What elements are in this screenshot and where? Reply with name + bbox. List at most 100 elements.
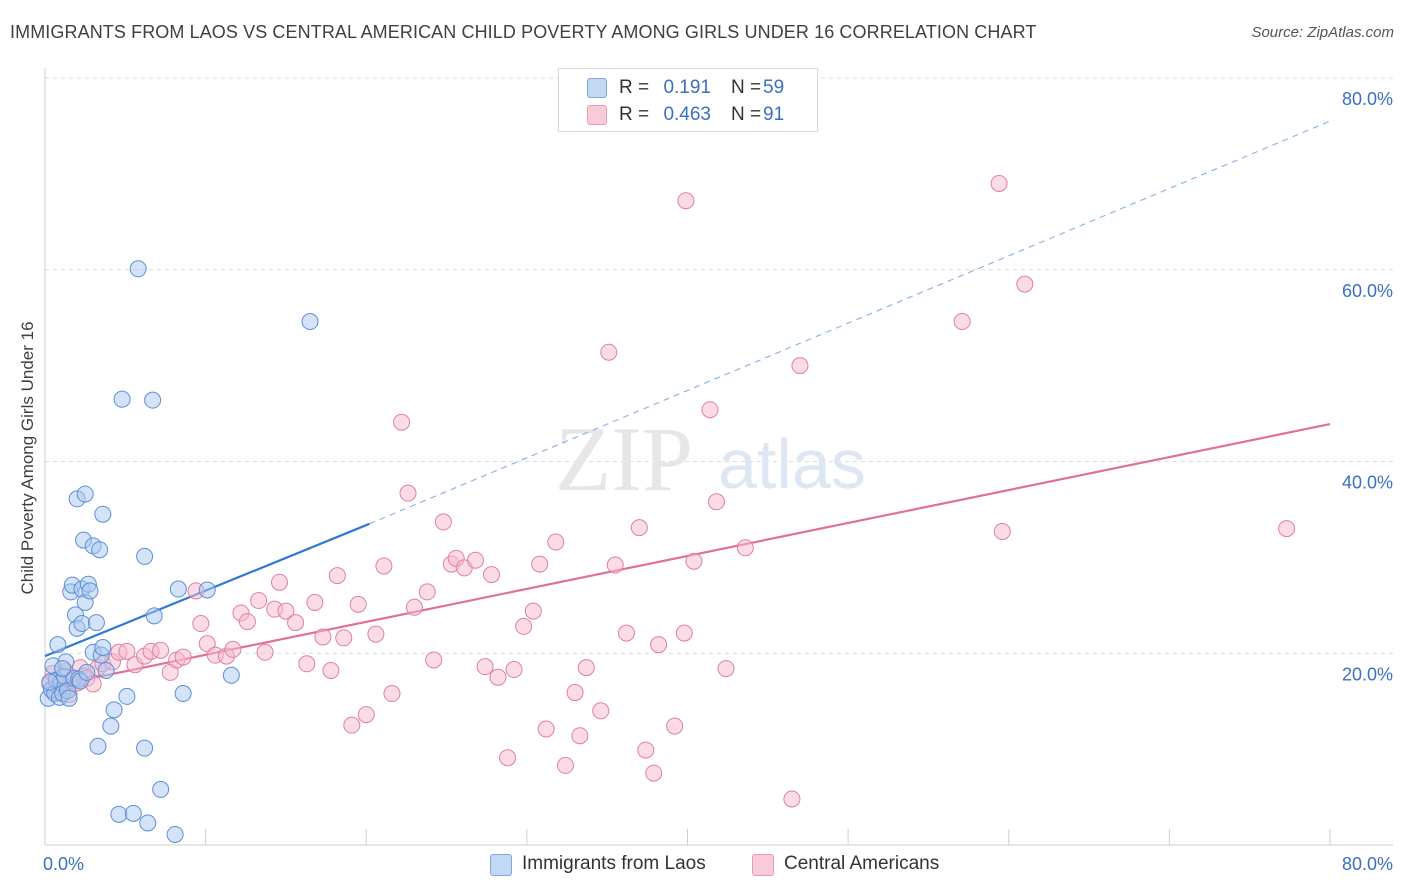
point-central-americans [617,624,635,642]
data-points [39,174,1296,843]
point-central-americans [566,684,584,702]
x-tick-label: 80.0% [1342,854,1393,874]
point-central-americans [547,533,565,551]
point-central-americans [990,174,1008,192]
point-central-americans [791,357,809,375]
point-central-americans [405,598,423,616]
legend-r-value: 0.463 [663,104,711,125]
point-immigrants-from-laos [81,582,99,600]
point-central-americans [592,702,610,720]
point-immigrants-from-laos [124,804,142,822]
point-central-americans [489,668,507,686]
point-central-americans [685,552,703,570]
point-central-americans [466,551,484,569]
y-tick-label: 80.0% [1342,89,1393,109]
point-central-americans [271,573,289,591]
point-central-americans [606,556,624,574]
point-immigrants-from-laos [54,660,72,678]
point-immigrants-from-laos [78,663,96,681]
point-immigrants-from-laos [198,581,216,599]
point-immigrants-from-laos [118,687,136,705]
point-immigrants-from-laos [89,737,107,755]
point-central-americans [736,539,754,557]
series-label-laos: Immigrants from Laos [522,853,706,874]
point-central-americans [399,484,417,502]
point-immigrants-from-laos [94,638,112,656]
y-tick-label: 40.0% [1342,473,1393,493]
point-immigrants-from-laos [97,662,115,680]
legend-r-value: 0.191 [663,77,711,98]
point-immigrants-from-laos [145,607,163,625]
point-immigrants-from-laos [301,313,319,331]
series-swatch-central [752,854,774,876]
point-central-americans [675,624,693,642]
point-central-americans [152,641,170,659]
point-central-americans [1016,275,1034,293]
point-central-americans [499,749,517,767]
point-central-americans [198,635,216,653]
legend-swatch-central [587,105,607,125]
point-immigrants-from-laos [76,485,94,503]
point-central-americans [993,522,1011,540]
point-central-americans [505,661,523,679]
correlation-legend: R = 0.191 N = 59 R = 0.463 N = 91 [558,68,818,132]
point-central-americans [531,555,549,573]
legend-r-label: R = [619,77,650,98]
point-immigrants-from-laos [102,717,120,735]
point-immigrants-from-laos [174,685,192,703]
legend-n-label: N = [731,104,762,125]
point-central-americans [645,764,663,782]
point-central-americans [537,720,555,738]
tick-labels: 20.0% 40.0% 60.0% 80.0% 0.0% 80.0% [43,89,1393,874]
point-central-americans [383,685,401,703]
point-central-americans [476,658,494,676]
series-label-central: Central Americans [784,853,940,874]
trend-line-immigrants-from-laos-extension [369,120,1331,525]
legend-r-label: R = [619,104,650,125]
point-central-americans [343,716,361,734]
point-central-americans [783,790,801,808]
y-tick-label: 60.0% [1342,281,1393,301]
point-immigrants-from-laos [105,701,123,719]
point-central-americans [425,651,443,669]
point-central-americans [418,583,436,601]
point-central-americans [515,617,533,635]
point-central-americans [650,636,668,654]
point-immigrants-from-laos [144,391,162,409]
point-immigrants-from-laos [136,547,154,565]
point-central-americans [349,595,367,613]
chart-title: IMMIGRANTS FROM LAOS VS CENTRAL AMERICAN… [10,22,1037,42]
point-central-americans [717,660,735,678]
series-swatch-laos [490,854,512,876]
point-central-americans [953,313,971,331]
watermark-zip: ZIP [555,408,693,510]
x-tick-label: 0.0% [43,854,84,874]
point-immigrants-from-laos [129,260,147,278]
point-central-americans [287,614,305,632]
watermark: ZIP atlas [555,408,866,510]
legend-n-value: 59 [763,77,785,98]
point-central-americans [277,602,295,620]
point-central-americans [298,655,316,673]
y-tick-label: 20.0% [1342,664,1393,684]
point-immigrants-from-laos [166,825,184,843]
point-immigrants-from-laos [87,614,105,632]
point-central-americans [677,192,695,210]
point-central-americans [118,642,136,660]
legend-n-label: N = [731,77,762,98]
point-immigrants-from-laos [49,636,67,654]
point-central-americans [556,756,574,774]
point-immigrants-from-laos [94,505,112,523]
point-central-americans [571,727,589,745]
point-central-americans [577,659,595,677]
point-immigrants-from-laos [113,390,131,408]
point-central-americans [328,567,346,585]
point-immigrants-from-laos [91,541,109,559]
point-immigrants-from-laos [136,739,154,757]
point-central-americans [322,662,340,680]
point-central-americans [192,615,210,633]
point-central-americans [314,628,332,646]
legend-swatch-laos [587,78,607,98]
point-central-americans [701,401,719,419]
point-central-americans [357,706,375,724]
